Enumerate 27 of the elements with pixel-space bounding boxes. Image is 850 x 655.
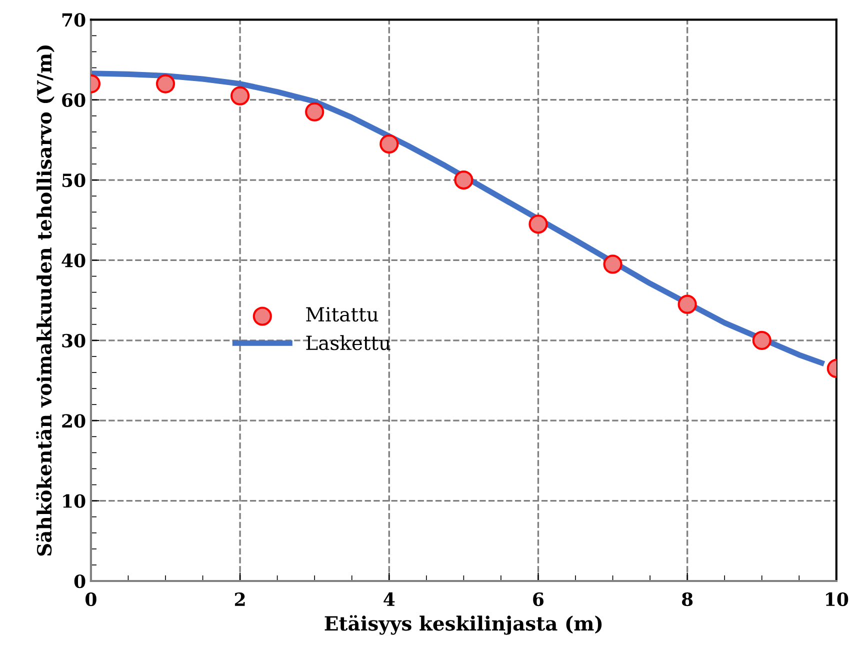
x-tick-label: 0 <box>86 592 96 606</box>
legend-label: Laskettu <box>306 335 390 350</box>
point <box>454 170 474 190</box>
legend-label: Mitattu <box>306 307 378 322</box>
point <box>678 294 697 314</box>
y-tick-label: 30 <box>62 334 86 348</box>
y-tick-label: 10 <box>63 494 86 508</box>
y-tick-label: 70 <box>62 13 86 27</box>
point <box>380 134 399 154</box>
point <box>230 86 250 106</box>
y-tick-label: 0 <box>74 574 86 588</box>
point <box>528 214 548 234</box>
y-tick-label: 20 <box>62 414 86 428</box>
y-axis-title: Sähkökentän voimakkuuden tehollisarvo (V/m) <box>36 46 54 556</box>
point <box>603 254 622 274</box>
x-tick-label: 4 <box>384 592 395 606</box>
point <box>305 102 324 122</box>
x-tick-label: 8 <box>682 592 693 606</box>
x-tick-label: 10 <box>826 592 848 606</box>
y-tick-label: 60 <box>62 93 86 107</box>
x-axis-title: Etäisyys keskilinjasta (m) <box>324 615 602 635</box>
y-tick-label: 50 <box>62 173 86 188</box>
point <box>752 330 772 350</box>
y-tick-label: 40 <box>62 254 86 268</box>
x-tick-label: 6 <box>533 592 544 606</box>
x-tick-label: 2 <box>234 592 245 606</box>
point <box>156 74 176 94</box>
